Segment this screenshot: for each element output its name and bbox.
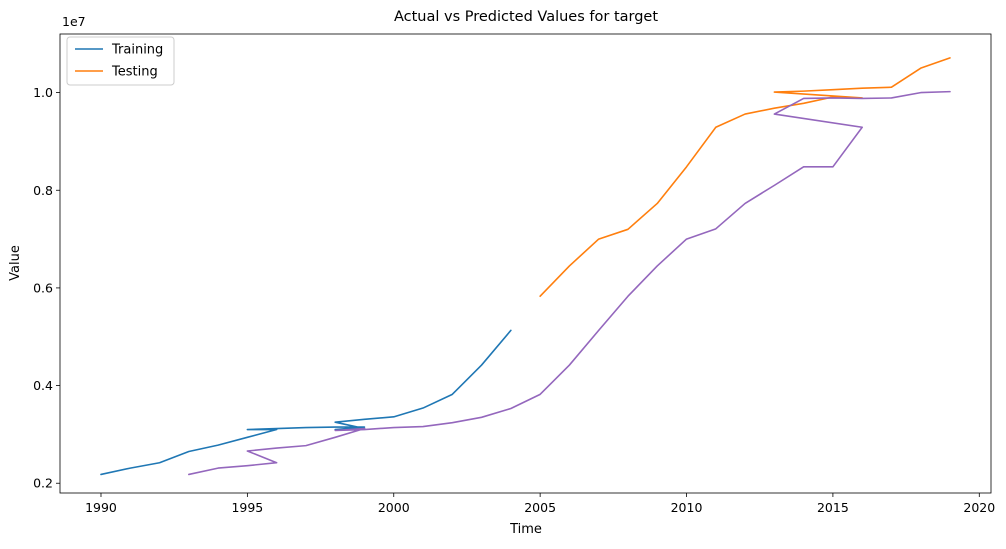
- x-tick-label: 2020: [963, 500, 995, 515]
- x-tick-label: 2005: [524, 500, 556, 515]
- y-tick-label: 0.8: [33, 183, 53, 198]
- y-tick-label: 1.0: [33, 85, 53, 100]
- legend-label-testing: Testing: [111, 65, 158, 80]
- chart-title: Actual vs Predicted Values for target: [394, 9, 658, 25]
- x-axis-label: Time: [509, 522, 542, 537]
- x-tick-label: 2000: [378, 500, 410, 515]
- y-tick-label: 0.6: [33, 280, 53, 295]
- series-line-unnamed-2: [188, 90, 951, 476]
- legend: Training Testing: [66, 36, 175, 86]
- plot-frame: [59, 33, 992, 494]
- x-tick-label: 2015: [817, 500, 849, 515]
- y-tick-label: 0.2: [33, 476, 53, 491]
- x-tick-label: 1990: [85, 500, 117, 515]
- series-layer: [100, 57, 951, 476]
- y-offset-label: 1e7: [62, 14, 86, 29]
- legend-label-training: Training: [111, 43, 163, 58]
- x-tick-label: 1995: [231, 500, 263, 515]
- series-line-testing: [539, 57, 951, 298]
- x-axis: 1990 1995 2000 2005 2010 2015 2020: [85, 493, 995, 515]
- y-axis-label: Value: [8, 245, 23, 281]
- series-line-training: [100, 329, 512, 476]
- y-tick-label: 0.4: [33, 378, 53, 393]
- y-axis: 0.2 0.4 0.6 0.8 1.0: [33, 85, 60, 491]
- x-tick-label: 2010: [671, 500, 703, 515]
